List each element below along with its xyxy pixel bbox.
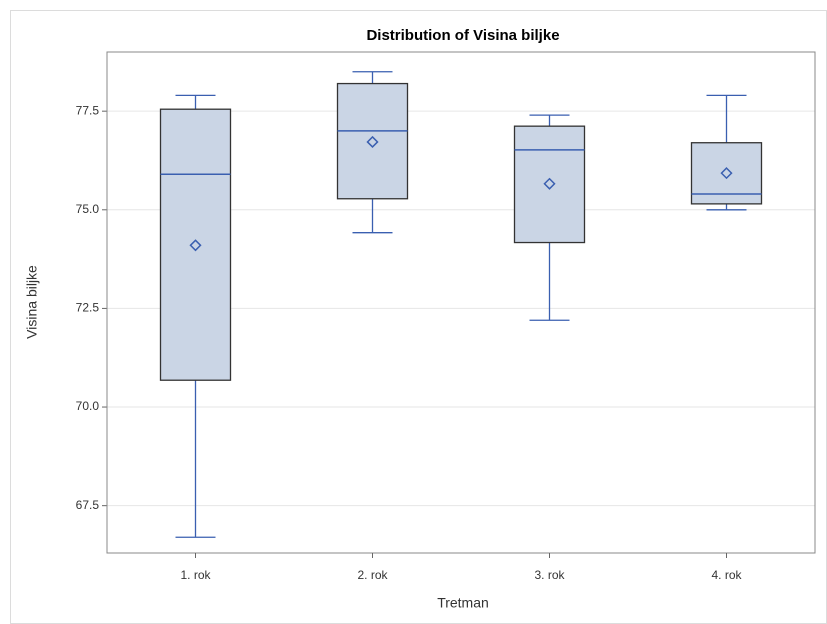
mean-marker bbox=[543, 177, 556, 190]
chart-title: Distribution of Visina biljke bbox=[366, 27, 559, 44]
chart-frame bbox=[10, 10, 827, 624]
plot-border bbox=[106, 51, 816, 554]
y-tick-label: 70.0 bbox=[76, 399, 100, 413]
y-tick-label: 72.5 bbox=[76, 301, 100, 315]
box bbox=[513, 125, 586, 244]
mean-marker bbox=[366, 135, 379, 149]
y-tick-label: 67.5 bbox=[76, 498, 100, 512]
y-tick-label: 77.5 bbox=[76, 103, 100, 117]
mean-marker bbox=[189, 239, 202, 252]
x-tick-label: 1. rok bbox=[180, 568, 211, 582]
y-axis-label: Visina biljke bbox=[24, 265, 40, 339]
x-tick-label: 4. rok bbox=[711, 568, 742, 582]
x-axis-label: Tretman bbox=[437, 595, 489, 611]
x-tick-label: 3. rok bbox=[534, 568, 565, 582]
x-tick-label: 2. rok bbox=[357, 568, 388, 582]
box bbox=[336, 82, 409, 200]
box bbox=[159, 108, 232, 381]
y-tick-label: 75.0 bbox=[76, 202, 100, 216]
mean-marker bbox=[720, 167, 733, 180]
